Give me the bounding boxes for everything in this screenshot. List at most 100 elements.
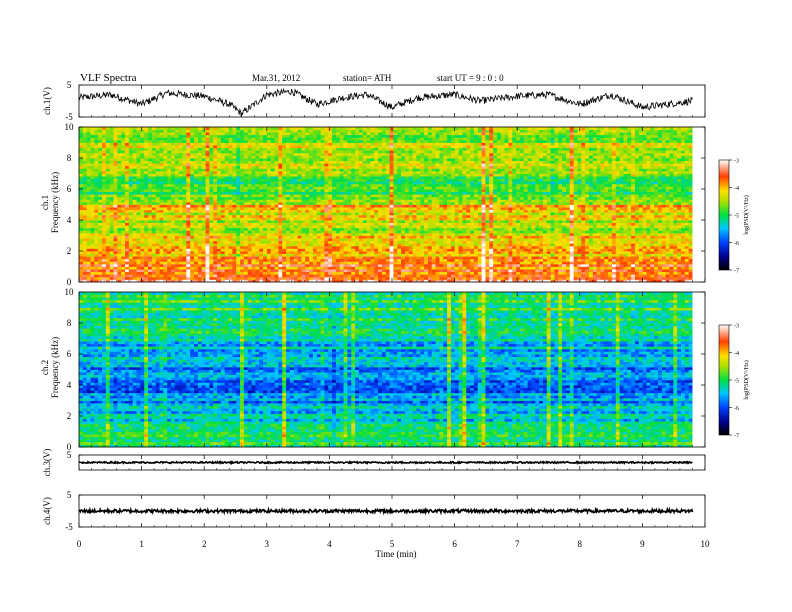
spectrogram-cell [282, 261, 286, 264]
spectrogram-cell [102, 254, 106, 257]
spectrogram-cell [198, 259, 202, 262]
spectrogram-cell [271, 264, 275, 267]
spectrogram-cell [282, 274, 286, 277]
spectrogram-cell [428, 256, 432, 259]
spectrogram-cell [117, 274, 121, 277]
spectrogram-cell [117, 256, 121, 259]
spectrogram-cell [202, 259, 206, 262]
spectrogram-cell [627, 272, 631, 275]
spectrogram-cell [689, 267, 693, 270]
spectrogram-cell [466, 259, 470, 262]
spectrogram-cell [547, 256, 551, 259]
spectrogram-cell [378, 267, 382, 270]
spectrogram-cell [451, 267, 455, 270]
spectrogram-cell [405, 269, 409, 272]
spectrogram-cell [589, 261, 593, 264]
spectrogram-cell [156, 264, 160, 267]
spectrogram-cell [493, 269, 497, 272]
spectrogram-cell [547, 269, 551, 272]
spectrogram-cell [566, 261, 570, 264]
spectrogram-cell [94, 274, 98, 277]
spectrogram-cell [413, 274, 417, 277]
spectrogram-cell [370, 264, 374, 267]
spectrogram-cell [589, 277, 593, 280]
spectrogram-cell [650, 269, 654, 272]
spectrogram-cell [213, 274, 217, 277]
spectrogram-cell [470, 261, 474, 264]
spectrogram-cell [144, 261, 148, 264]
spectrogram-cell [516, 272, 520, 275]
spectrogram-cell [505, 261, 509, 264]
spectrogram-cell [359, 259, 363, 262]
spectrogram-cell [554, 272, 558, 275]
spectrogram-cell [91, 277, 95, 280]
spectrogram-cell [516, 264, 520, 267]
spectrogram-cell [478, 259, 482, 262]
spectrogram-cell [374, 259, 378, 262]
spectrogram-cell [639, 264, 643, 267]
spectrogram-cell [443, 267, 447, 270]
spectrogram-cell [551, 272, 555, 275]
spectrogram-cell [87, 256, 91, 259]
spectrogram-cell [604, 259, 608, 262]
spectrogram-cell [374, 269, 378, 272]
spectrogram-cell [79, 269, 83, 272]
spectrogram-cell [516, 267, 520, 270]
spectrogram-cell [401, 267, 405, 270]
spectrogram-cell [382, 259, 386, 262]
spectrogram-cell [87, 272, 91, 275]
spectrogram-cell [198, 274, 202, 277]
spectrogram-cell [501, 272, 505, 275]
spectrogram-cell [129, 274, 133, 277]
spectrogram-cell [359, 261, 363, 264]
spectrogram-cell [505, 267, 509, 270]
spectrogram-cell [574, 277, 578, 280]
spectrogram-cell [397, 277, 401, 280]
spectrogram-cell [156, 269, 160, 272]
spectrogram-cell [252, 261, 256, 264]
spectrogram-cell [382, 256, 386, 259]
spectrogram-cell [194, 259, 198, 262]
spectrogram-cell [186, 261, 190, 264]
spectrogram-cell [439, 267, 443, 270]
spectrogram-cell [589, 269, 593, 272]
spectrogram-cell [186, 264, 190, 267]
spectrogram-cell [347, 264, 351, 267]
spectrogram-cell [198, 264, 202, 267]
spectrogram-cell [324, 272, 328, 275]
spectrogram-cell [106, 269, 110, 272]
spectrogram-cell [393, 264, 397, 267]
spectrogram-cell [639, 261, 643, 264]
spectrogram-cell [336, 272, 340, 275]
spectrogram-cell [436, 277, 440, 280]
spectrogram-cell [493, 261, 497, 264]
spectrogram-cell [570, 274, 574, 277]
spectrogram-cell [106, 254, 110, 257]
spectrogram-cell [248, 277, 252, 280]
spectrogram-cell [171, 274, 175, 277]
spectrogram-cell [677, 272, 681, 275]
spectrogram-cell [485, 277, 489, 280]
spectrogram-cell [328, 267, 332, 270]
spectrogram-cell [282, 269, 286, 272]
spectrogram-cell [114, 254, 118, 257]
spectrogram-cell [286, 269, 290, 272]
spectrogram-cell [577, 259, 581, 262]
spectrogram-cell [232, 269, 236, 272]
spectrogram-cell [620, 261, 624, 264]
spectrogram-cell [91, 261, 95, 264]
spectrogram-cell [209, 256, 213, 259]
y-tick-label: -5 [65, 112, 73, 122]
spectrogram-cell [516, 274, 520, 277]
spectrogram-cell [643, 259, 647, 262]
spectrogram-cell [144, 267, 148, 270]
spectrogram-cell [244, 267, 248, 270]
spectrogram-cell [286, 256, 290, 259]
spectrogram-cell [267, 269, 271, 272]
spectrogram-cell [554, 259, 558, 262]
spectrogram-cell [570, 261, 574, 264]
spectrogram-cell [455, 269, 459, 272]
spectrogram-cell [98, 256, 102, 259]
spectrogram-cell [344, 267, 348, 270]
spectrogram-cell [263, 259, 267, 262]
